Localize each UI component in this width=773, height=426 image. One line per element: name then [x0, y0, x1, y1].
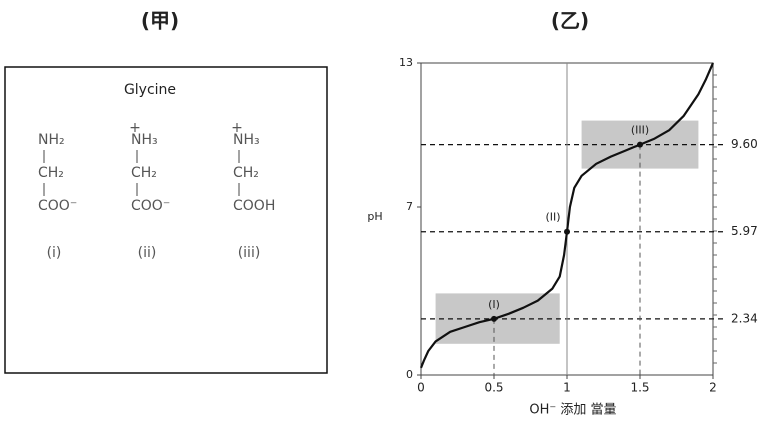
group: CH₂: [131, 165, 157, 181]
point-label: (I): [488, 298, 500, 311]
x-tick-label: 2: [709, 381, 717, 395]
panel-a-box: [4, 66, 328, 374]
point-label: (III): [631, 124, 649, 137]
reference-label: 5.97: [731, 224, 758, 238]
point: [637, 141, 643, 148]
y-tick-label: 7: [406, 200, 413, 213]
molecule-name: Glycine: [124, 82, 176, 98]
reference-label: 9.60: [731, 137, 758, 151]
reference-label: 2.34: [731, 311, 758, 325]
point: [564, 228, 570, 235]
titration-curve: [419, 62, 715, 369]
group: NH₃: [233, 132, 260, 148]
x-tick-label: 0: [417, 381, 425, 395]
panel-a-title: (甲): [141, 9, 179, 33]
group: NH₂: [38, 132, 65, 148]
structure-label: (i): [47, 245, 62, 261]
group: COO⁻: [131, 198, 170, 214]
y-axis-label: pH: [367, 210, 382, 223]
x-tick-label: 1: [563, 381, 571, 395]
point-label: (II): [545, 211, 560, 224]
structure-label: (iii): [238, 245, 261, 261]
structure-label: (ii): [138, 245, 157, 261]
group: COO⁻: [38, 198, 77, 214]
charge: +: [231, 120, 243, 136]
x-axis-label: OH⁻ 添加 當量: [529, 403, 616, 418]
group: NH₃: [131, 132, 158, 148]
chart-title: (乙): [551, 9, 589, 33]
x-tick-label: 1.5: [630, 381, 649, 395]
charge: +: [129, 120, 141, 136]
x-tick-label: 0.5: [484, 381, 503, 395]
group: COOH: [233, 198, 275, 214]
y-tick-label: 13: [399, 56, 413, 69]
group: CH₂: [233, 165, 259, 181]
y-tick-label: 0: [406, 368, 413, 381]
group: CH₂: [38, 165, 64, 181]
point: [491, 315, 497, 322]
